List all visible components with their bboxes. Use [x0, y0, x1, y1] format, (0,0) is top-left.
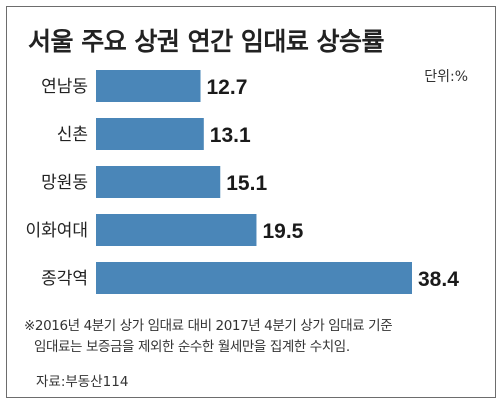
- footnote: ※2016년 4분기 상가 임대료 대비 2017년 4분기 상가 임대료 기준…: [24, 316, 484, 358]
- category-label: 망원동: [41, 173, 88, 193]
- value-label: 19.5: [262, 220, 303, 243]
- chart-title: 서울 주요 상권 연간 임대료 상승률: [28, 27, 385, 56]
- unit-label: 단위:%: [424, 69, 468, 85]
- footnote-line-2: 임대료는 보증금을 제외한 순수한 월세만을 집계한 수치임.: [34, 339, 350, 355]
- category-label: 종각역: [41, 269, 88, 289]
- category-label: 이화여대: [25, 221, 88, 241]
- value-label: 38.4: [418, 268, 459, 291]
- bar: [96, 214, 257, 246]
- value-label: 15.1: [226, 172, 267, 195]
- source-label: 자료:부동산114: [36, 374, 129, 390]
- chart-frame: [6, 6, 496, 398]
- bar: [96, 118, 204, 150]
- bar: [96, 166, 221, 198]
- bar: [96, 70, 201, 102]
- value-label: 13.1: [210, 124, 251, 147]
- footnote-line-1: ※2016년 4분기 상가 임대료 대비 2017년 4분기 상가 임대료 기준: [24, 318, 393, 334]
- bar: [96, 262, 412, 294]
- value-label: 12.7: [207, 76, 248, 99]
- category-label: 신촌: [57, 125, 88, 145]
- category-label: 연남동: [41, 77, 88, 97]
